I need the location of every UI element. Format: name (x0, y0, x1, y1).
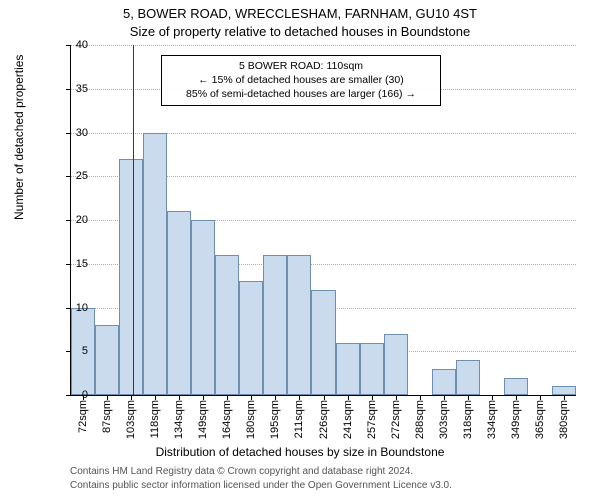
chart-title-line1: 5, BOWER ROAD, WRECCLESHAM, FARNHAM, GU1… (0, 6, 600, 21)
xtick-label: 303sqm (438, 400, 450, 439)
histogram-bar (95, 325, 119, 395)
xtick-label: 272sqm (390, 400, 402, 439)
xtick-label: 257sqm (366, 400, 378, 439)
xtick-label: 103sqm (125, 400, 137, 439)
x-axis-label: Distribution of detached houses by size … (0, 445, 600, 459)
xtick-label: 211sqm (293, 400, 305, 438)
xtick-label: 72sqm (77, 400, 89, 433)
histogram-bar (167, 211, 191, 395)
chart-title-line2: Size of property relative to detached ho… (0, 24, 600, 39)
histogram-bar (311, 290, 335, 395)
ytick-label: 35 (58, 83, 88, 95)
info-box-line3: 85% of semi-detached houses are larger (… (168, 87, 434, 101)
histogram-bar (456, 360, 480, 395)
xtick-label: 334sqm (486, 400, 498, 439)
xtick-label: 118sqm (149, 400, 161, 438)
xtick-label: 134sqm (173, 400, 185, 439)
histogram-bar (215, 255, 239, 395)
histogram-bar (336, 343, 360, 396)
ytick-label: 15 (58, 258, 88, 270)
plot-area: 72sqm87sqm103sqm118sqm134sqm149sqm164sqm… (70, 45, 576, 396)
xtick-label: 365sqm (534, 400, 546, 439)
ytick-label: 40 (58, 39, 88, 51)
xtick-label: 349sqm (510, 400, 522, 439)
histogram-bar (191, 220, 215, 395)
histogram-bar (504, 378, 528, 396)
xtick-label: 288sqm (414, 400, 426, 439)
histogram-bar (287, 255, 311, 395)
chart-container: 5, BOWER ROAD, WRECCLESHAM, FARNHAM, GU1… (0, 0, 600, 500)
y-axis-label: Number of detached properties (12, 55, 26, 220)
xtick-label: 226sqm (318, 400, 330, 439)
xtick-label: 380sqm (558, 400, 570, 439)
xtick-label: 241sqm (342, 400, 354, 439)
info-box-line2: ← 15% of detached houses are smaller (30… (168, 73, 434, 87)
footer-line2: Contains public sector information licen… (70, 480, 452, 491)
ytick-label: 30 (58, 127, 88, 139)
marker-line (133, 45, 134, 395)
xtick-label: 318sqm (462, 400, 474, 439)
histogram-bar (432, 369, 456, 395)
footer-line1: Contains HM Land Registry data © Crown c… (70, 466, 413, 477)
ytick-label: 20 (58, 214, 88, 226)
histogram-bar (360, 343, 384, 396)
histogram-bar (552, 386, 576, 395)
xtick-label: 87sqm (101, 400, 113, 433)
ytick-label: 10 (58, 302, 88, 314)
xtick-label: 164sqm (221, 400, 233, 439)
info-box-line1: 5 BOWER ROAD: 110sqm (168, 59, 434, 73)
info-box: 5 BOWER ROAD: 110sqm← 15% of detached ho… (161, 55, 441, 106)
histogram-bar (239, 281, 263, 395)
histogram-bar (384, 334, 408, 395)
histogram-bar (263, 255, 287, 395)
ytick-label: 5 (58, 345, 88, 357)
histogram-bar (143, 133, 167, 396)
xtick-label: 195sqm (269, 400, 281, 439)
gridline (71, 45, 576, 46)
xtick-label: 149sqm (197, 400, 209, 439)
xtick-label: 180sqm (245, 400, 257, 439)
ytick-label: 0 (58, 389, 88, 401)
histogram-bar (119, 159, 143, 395)
ytick-label: 25 (58, 170, 88, 182)
